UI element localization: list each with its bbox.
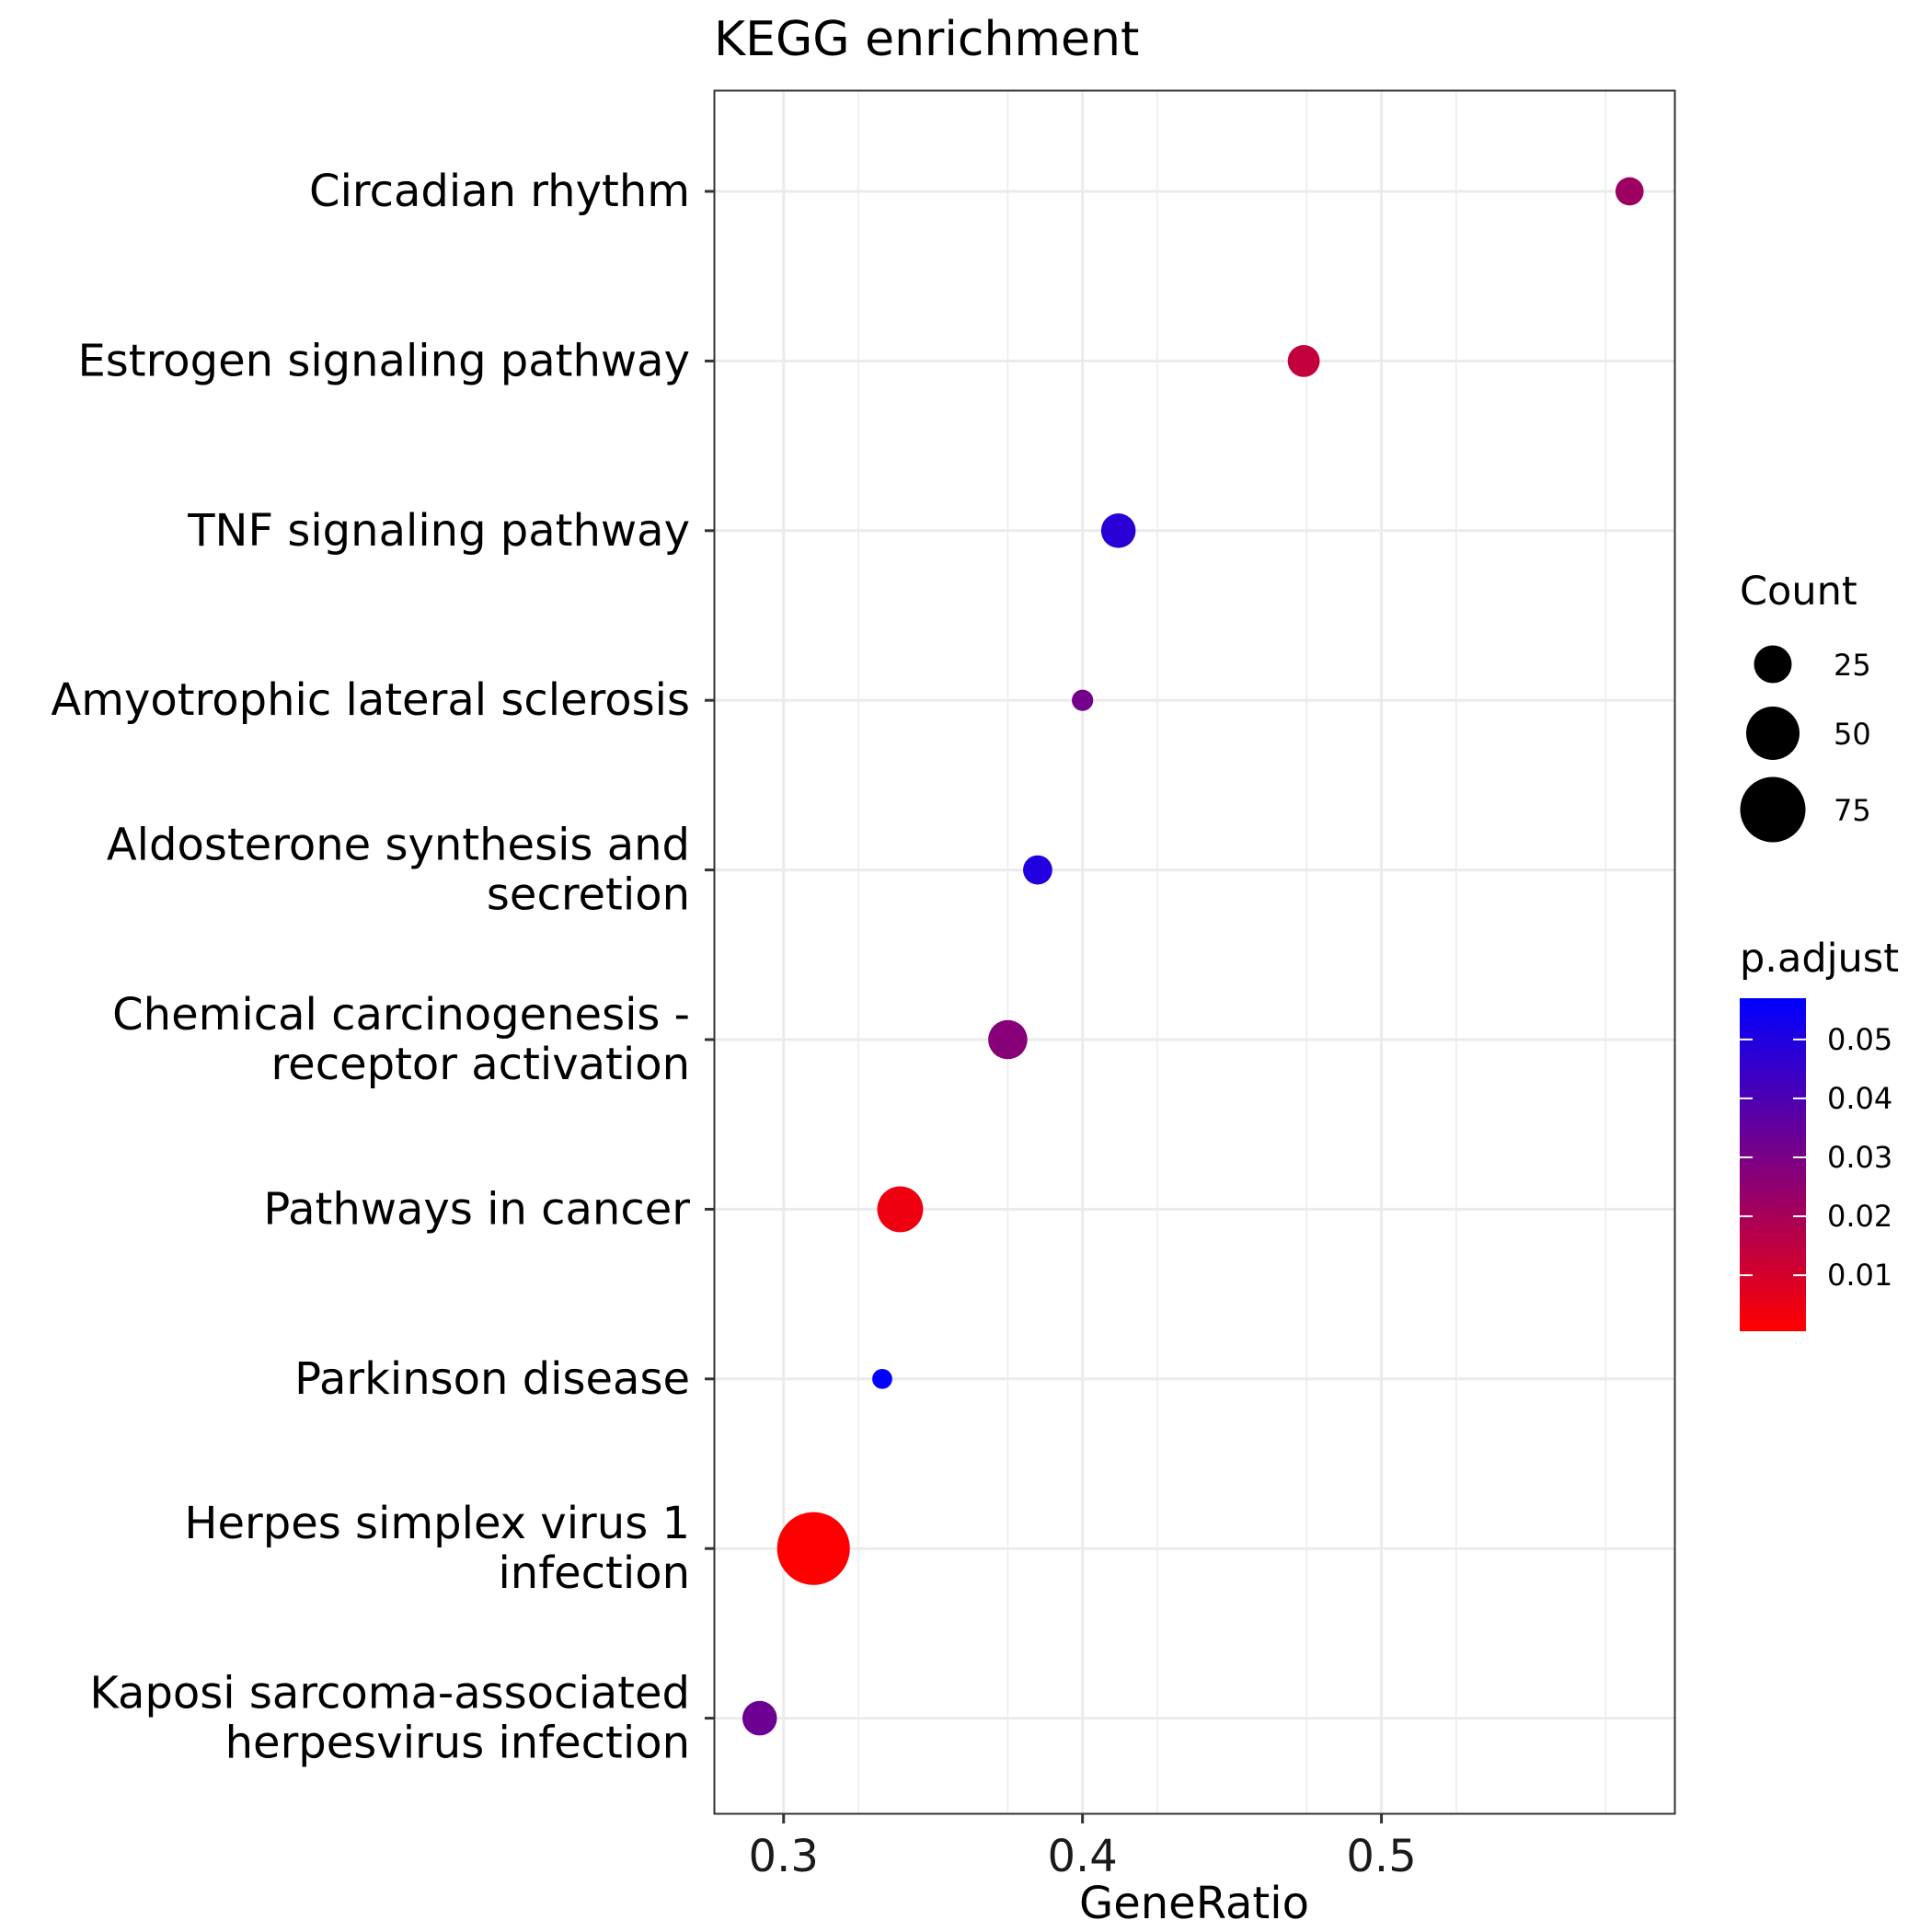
y-tick-label: Pathways in cancer (263, 1183, 690, 1235)
plot-panel-border (713, 89, 1676, 1815)
data-point (988, 1019, 1028, 1060)
data-point (1287, 345, 1320, 377)
x-axis-title: GeneRatio (1079, 1878, 1309, 1929)
data-point (776, 1512, 850, 1585)
y-tick-label: Aldosterone synthesis and (107, 820, 690, 871)
data-point (877, 1186, 924, 1233)
size-legend: Count 25 50 75 (1740, 569, 1871, 843)
y-tick-label: Parkinson disease (294, 1353, 690, 1405)
y-tick-label: Chemical carcinogenesis - (112, 989, 690, 1041)
color-legend-label: 0.02 (1827, 1199, 1892, 1234)
data-point (1023, 855, 1052, 885)
color-legend: p.adjust 0.01 0.02 0.03 0.04 0.05 (1740, 936, 1899, 1331)
y-tick-label: secretion (487, 869, 690, 921)
plot-panel-background (715, 91, 1674, 1813)
color-legend-label: 0.05 (1827, 1022, 1892, 1057)
y-axis: Circadian rhythm Estrogen signaling pathw… (51, 166, 715, 1769)
data-points (742, 177, 1644, 1736)
y-tick-label: Kaposi sarcoma-associated (89, 1668, 690, 1719)
y-tick-label: Herpes simplex virus 1 (184, 1498, 690, 1549)
size-legend-label: 25 (1834, 648, 1871, 683)
size-legend-label: 75 (1834, 793, 1871, 828)
color-legend-bar (1740, 998, 1806, 1331)
data-point (872, 1368, 892, 1389)
y-tick-label: TNF signaling pathway (187, 505, 690, 557)
color-legend-label: 0.03 (1827, 1140, 1892, 1175)
y-tick-label: Estrogen signaling pathway (77, 335, 690, 386)
y-tick-label: Amyotrophic lateral sclerosis (51, 674, 690, 726)
y-tick-label: herpesvirus infection (225, 1718, 690, 1769)
x-tick-label: 0.5 (1346, 1831, 1416, 1882)
size-legend-key (1746, 707, 1800, 760)
size-legend-label: 50 (1834, 717, 1871, 752)
color-legend-label: 0.01 (1827, 1258, 1892, 1293)
y-tick-label: infection (498, 1547, 690, 1599)
size-legend-key (1740, 776, 1806, 843)
size-legend-key (1754, 645, 1792, 684)
x-tick-label: 0.4 (1047, 1831, 1117, 1882)
size-legend-title: Count (1740, 569, 1857, 615)
data-point (1100, 513, 1136, 548)
color-legend-label: 0.04 (1827, 1081, 1892, 1116)
color-legend-title: p.adjust (1740, 936, 1899, 982)
data-point (742, 1700, 777, 1736)
data-point (1615, 177, 1644, 206)
chart-title: KEGG enrichment (714, 12, 1139, 67)
plot-panel-grid (715, 91, 1674, 1813)
y-tick-label: Circadian rhythm (309, 166, 690, 217)
x-axis: 0.3 0.4 0.5 (749, 1813, 1417, 1882)
y-tick-label: receptor activation (270, 1039, 690, 1090)
x-tick-label: 0.3 (749, 1831, 819, 1882)
data-point (1072, 689, 1094, 711)
